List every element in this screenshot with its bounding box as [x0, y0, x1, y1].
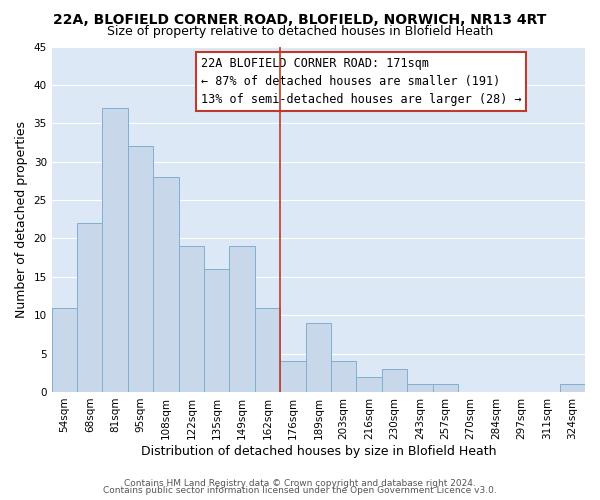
- Bar: [305, 323, 331, 392]
- Bar: [280, 362, 305, 392]
- Bar: [52, 308, 77, 392]
- Bar: [331, 362, 356, 392]
- Bar: [382, 369, 407, 392]
- Bar: [229, 246, 255, 392]
- Text: Contains HM Land Registry data © Crown copyright and database right 2024.: Contains HM Land Registry data © Crown c…: [124, 478, 476, 488]
- Text: Contains public sector information licensed under the Open Government Licence v3: Contains public sector information licen…: [103, 486, 497, 495]
- Bar: [433, 384, 458, 392]
- Bar: [128, 146, 153, 392]
- Bar: [103, 108, 128, 392]
- Bar: [179, 246, 204, 392]
- Y-axis label: Number of detached properties: Number of detached properties: [15, 120, 28, 318]
- Bar: [77, 223, 103, 392]
- X-axis label: Distribution of detached houses by size in Blofield Heath: Distribution of detached houses by size …: [140, 444, 496, 458]
- Bar: [204, 269, 229, 392]
- Bar: [407, 384, 433, 392]
- Bar: [255, 308, 280, 392]
- Bar: [560, 384, 585, 392]
- Bar: [356, 376, 382, 392]
- Bar: [153, 177, 179, 392]
- Text: Size of property relative to detached houses in Blofield Heath: Size of property relative to detached ho…: [107, 25, 493, 38]
- Text: 22A, BLOFIELD CORNER ROAD, BLOFIELD, NORWICH, NR13 4RT: 22A, BLOFIELD CORNER ROAD, BLOFIELD, NOR…: [53, 12, 547, 26]
- Text: 22A BLOFIELD CORNER ROAD: 171sqm
← 87% of detached houses are smaller (191)
13% : 22A BLOFIELD CORNER ROAD: 171sqm ← 87% o…: [201, 57, 521, 106]
